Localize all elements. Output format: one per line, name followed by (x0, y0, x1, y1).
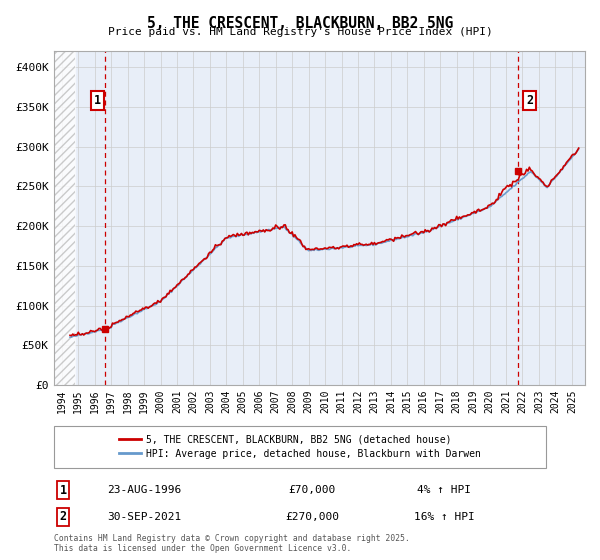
Text: 16% ↑ HPI: 16% ↑ HPI (413, 512, 475, 522)
Text: 4% ↑ HPI: 4% ↑ HPI (417, 485, 471, 495)
Text: 5, THE CRESCENT, BLACKBURN, BB2 5NG: 5, THE CRESCENT, BLACKBURN, BB2 5NG (147, 16, 453, 31)
Text: 1: 1 (94, 94, 101, 107)
Bar (53, 52, 75, 385)
Text: Contains HM Land Registry data © Crown copyright and database right 2025.
This d: Contains HM Land Registry data © Crown c… (54, 534, 410, 553)
Text: 1: 1 (59, 483, 67, 497)
Text: 30-SEP-2021: 30-SEP-2021 (107, 512, 181, 522)
Text: £270,000: £270,000 (285, 512, 339, 522)
Text: 23-AUG-1996: 23-AUG-1996 (107, 485, 181, 495)
FancyBboxPatch shape (54, 426, 546, 468)
Text: 2: 2 (59, 510, 67, 524)
Text: Price paid vs. HM Land Registry's House Price Index (HPI): Price paid vs. HM Land Registry's House … (107, 27, 493, 37)
Text: £70,000: £70,000 (289, 485, 335, 495)
Legend: 5, THE CRESCENT, BLACKBURN, BB2 5NG (detached house), HPI: Average price, detach: 5, THE CRESCENT, BLACKBURN, BB2 5NG (det… (116, 430, 484, 463)
Text: 2: 2 (526, 94, 533, 107)
